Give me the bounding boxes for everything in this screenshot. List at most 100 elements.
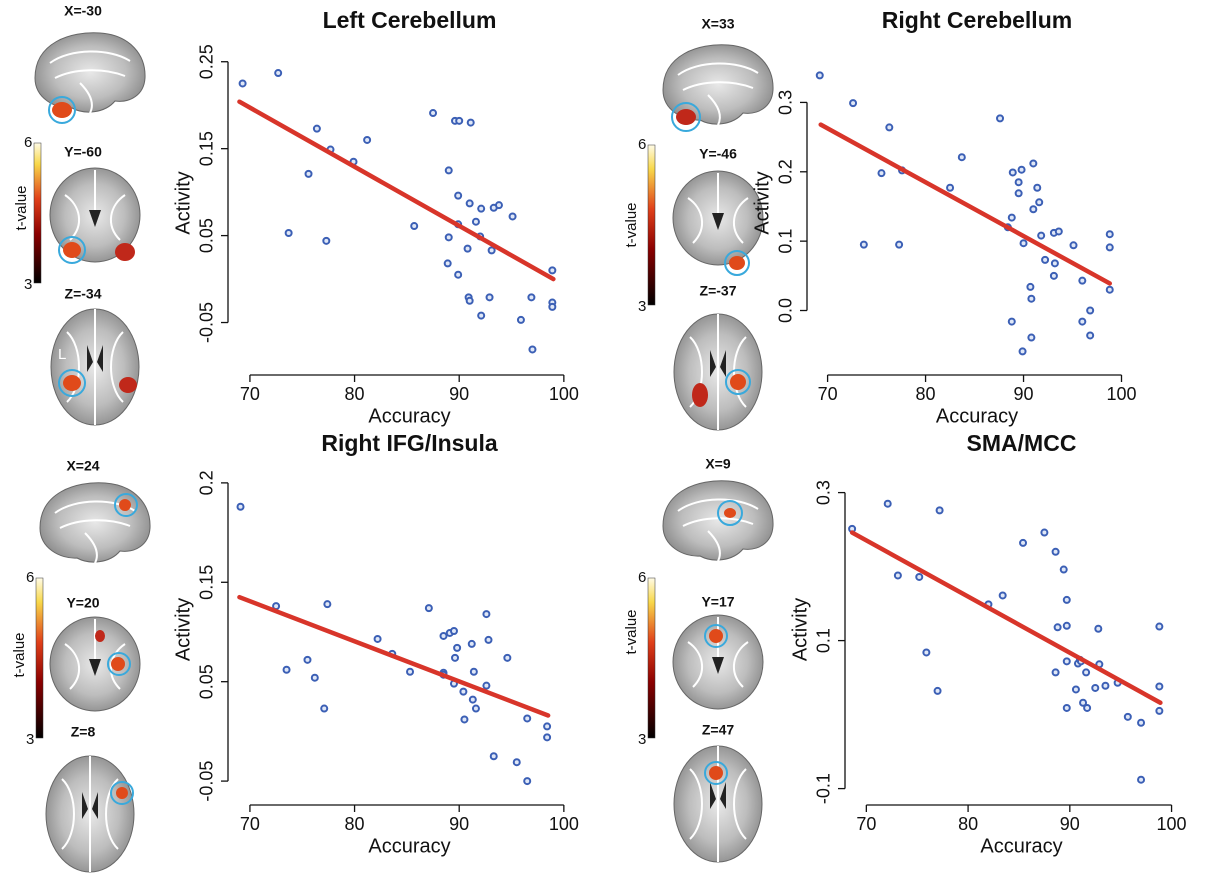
data-point [1042,257,1048,263]
data-point [461,716,467,722]
data-point [1138,720,1144,726]
fit-line [239,102,553,279]
brain-panel: X=-30 Y=-60 L R Z=-34 L R 6 3 t-value [13,3,151,425]
data-point [1083,669,1089,675]
data-point [1156,708,1162,714]
brain-panel: X=24 Y=20 Z=8 6 3 t-value [11,458,150,872]
data-point [1028,335,1034,341]
data-point [460,689,466,695]
colorbar [648,145,655,305]
data-point [321,706,327,712]
data-point [1051,273,1057,279]
data-point [306,171,312,177]
fit-line [821,125,1110,284]
brain-axial [674,746,762,862]
colorbar-label: t-value [13,185,30,230]
colorbar-label: t-value [623,202,640,247]
data-point [1016,190,1022,196]
colorbar [648,578,655,738]
slice-label: Y=20 [66,595,99,611]
data-point [524,778,530,784]
x-tick-label: 90 [449,814,469,834]
chart-title: Right IFG/Insula [321,430,498,456]
colorbar-tick: 3 [638,298,646,315]
data-point [1000,592,1006,598]
x-tick-label: 70 [240,814,260,834]
y-tick-label: -0.05 [197,761,217,802]
data-point [1138,777,1144,783]
scatter-chart: Right Cerebellum708090100Accuracy0.00.10… [751,7,1136,427]
x-tick-label: 90 [1014,384,1034,404]
colorbar-tick: 6 [638,569,646,586]
figure: X=-30 Y=-60 L R Z=-34 L R 6 3 t-value X=… [0,0,1209,890]
colorbar [36,578,43,738]
slice-label: Y=-46 [699,146,737,162]
colorbar-label: t-value [623,609,640,654]
y-tick-label: 0.05 [197,664,217,699]
data-point [455,193,461,199]
slice-label: X=33 [701,16,734,32]
y-tick-label: 0.05 [197,218,217,253]
data-point [549,267,555,273]
data-point [935,688,941,694]
colorbar-tick: 6 [24,134,32,151]
data-point [817,72,823,78]
scatter-chart: Left Cerebellum708090100Accuracy-0.050.0… [172,7,579,427]
data-point [430,110,436,116]
data-point [549,304,555,310]
activation-blob [95,630,105,642]
data-point [446,167,452,173]
data-point [1009,215,1015,221]
y-axis-label: Activity [172,598,194,661]
data-point [1034,185,1040,191]
data-point [529,346,535,352]
data-point [456,118,462,124]
y-tick-label: -0.1 [814,773,834,804]
data-point [524,715,530,721]
brain-coronal [673,615,763,709]
brain-axial [51,309,139,425]
data-point [1056,228,1062,234]
data-point [1010,169,1016,175]
data-point [1125,714,1131,720]
data-point [445,260,451,266]
x-axis-label: Accuracy [980,835,1062,857]
data-point [1107,287,1113,293]
x-axis-label: Accuracy [936,405,1018,427]
activation-blob [730,374,746,390]
slice-label: Z=-37 [700,283,737,299]
data-point [937,507,943,513]
brain-panel: X=9 Y=17 Z=47 6 3 t-value [623,456,773,862]
y-tick-label: 0.3 [776,90,796,115]
data-point [455,272,461,278]
colorbar-tick: 3 [24,276,32,293]
data-point [1064,623,1070,629]
data-point [483,611,489,617]
data-point [275,70,281,76]
data-point [1079,319,1085,325]
colorbar [34,143,41,283]
colorbar-label: t-value [11,632,28,677]
data-point [1030,206,1036,212]
data-point [544,723,550,729]
data-point [1038,233,1044,239]
x-tick-label: 80 [345,384,365,404]
data-point [1036,199,1042,205]
data-point [1102,683,1108,689]
data-point [486,637,492,643]
data-point [528,294,534,300]
colorbar-tick: 3 [26,731,34,748]
data-point [1021,240,1027,246]
brain-axial [674,314,762,430]
y-tick-label: 0.15 [197,131,217,166]
x-tick-label: 80 [345,814,365,834]
data-point [895,572,901,578]
data-point [478,313,484,319]
data-point [1092,685,1098,691]
y-tick-label: 0.0 [776,298,796,323]
x-axis-label: Accuracy [368,405,450,427]
data-point [240,80,246,86]
data-point [885,501,891,507]
data-point [364,137,370,143]
activation-blob [52,102,72,118]
